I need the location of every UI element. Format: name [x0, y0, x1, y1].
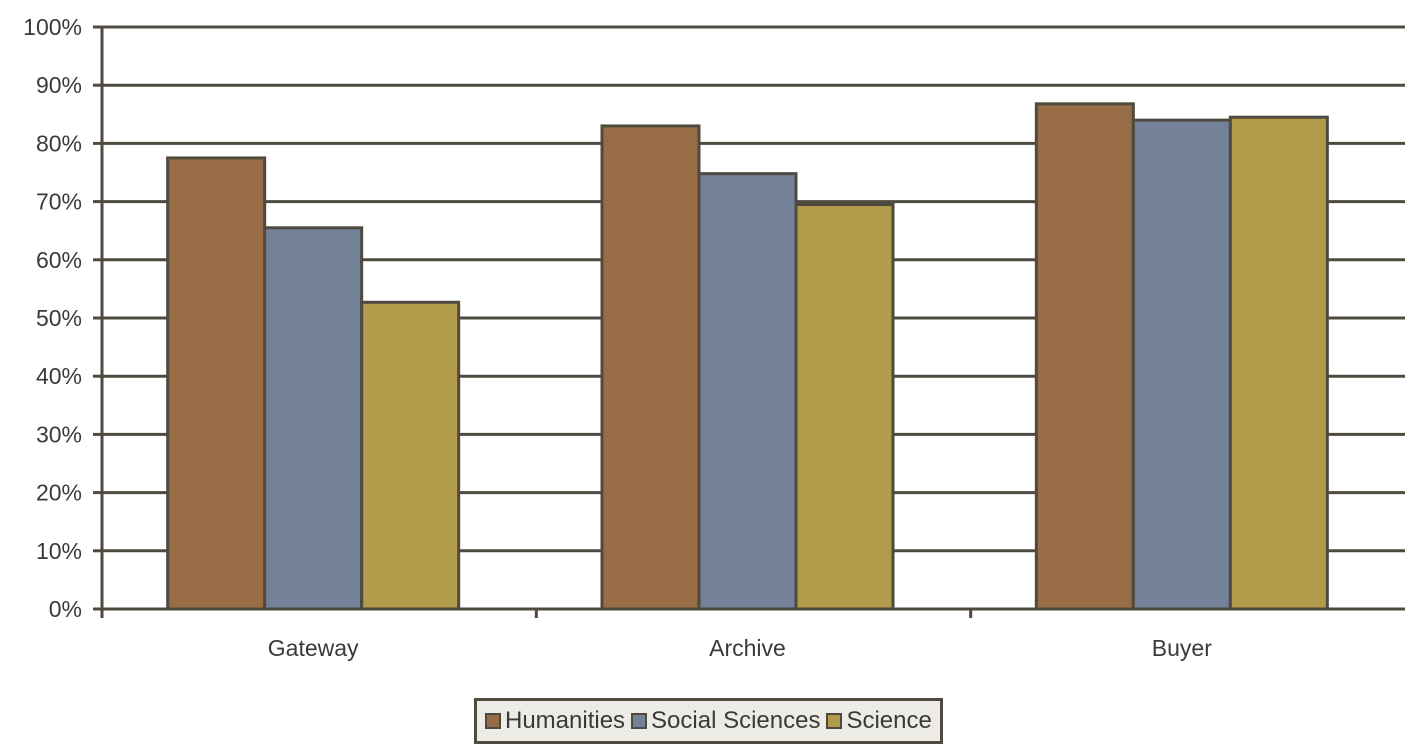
legend-item-humanities: Humanities: [485, 707, 625, 735]
y-tick-label: 100%: [23, 14, 82, 40]
y-tick-label: 30%: [36, 421, 82, 447]
legend-swatch-science: [826, 713, 843, 729]
legend-swatch-humanities: [485, 713, 501, 729]
x-category-label: Archive: [709, 635, 786, 661]
x-category-labels: Gateway Archive Buyer: [268, 635, 1212, 661]
legend-label-social-sciences: Social Sciences: [651, 707, 821, 734]
legend: Humanities Social Sciences Science: [474, 698, 943, 744]
bar-humanities-gateway: [166, 156, 267, 611]
bar-science-buyer: [1228, 115, 1329, 611]
bar-social-sciences-gateway: [263, 226, 364, 611]
bar-humanities-buyer: [1034, 102, 1135, 611]
y-tick-label: 50%: [36, 305, 82, 331]
y-tick-label: 0%: [49, 596, 82, 622]
x-category-label: Buyer: [1152, 635, 1212, 661]
bar-social-sciences-archive: [697, 172, 798, 611]
bar-chart: 0% 10% 20% 30% 40% 50% 60% 70% 80% 90% 100% Gatewa…: [23, 14, 1405, 661]
legend-label-humanities: Humanities: [505, 707, 626, 734]
y-tick-labels: 0% 10% 20% 30% 40% 50% 60% 70% 80% 90% 100%: [23, 14, 82, 622]
bar-science-gateway: [360, 300, 461, 611]
axes: [93, 25, 1405, 618]
legend-swatch-social-sciences: [631, 713, 648, 729]
y-tick-label: 40%: [36, 363, 82, 389]
y-tick-label: 80%: [36, 130, 82, 156]
bar-science-archive: [794, 203, 895, 611]
y-tick-label: 70%: [36, 189, 82, 215]
y-tick-label: 60%: [36, 247, 82, 273]
y-tick-label: 20%: [36, 480, 82, 506]
legend-item-social-sciences: Social Sciences: [631, 707, 820, 735]
bar-social-sciences-buyer: [1131, 118, 1232, 611]
legend-label-science: Science: [846, 707, 932, 734]
bar-humanities-archive: [600, 124, 701, 611]
y-tick-label: 90%: [36, 72, 82, 98]
bars: [166, 102, 1329, 611]
y-tick-label: 10%: [36, 538, 82, 564]
legend-item-science: Science: [826, 707, 932, 735]
x-category-label: Gateway: [268, 635, 359, 661]
